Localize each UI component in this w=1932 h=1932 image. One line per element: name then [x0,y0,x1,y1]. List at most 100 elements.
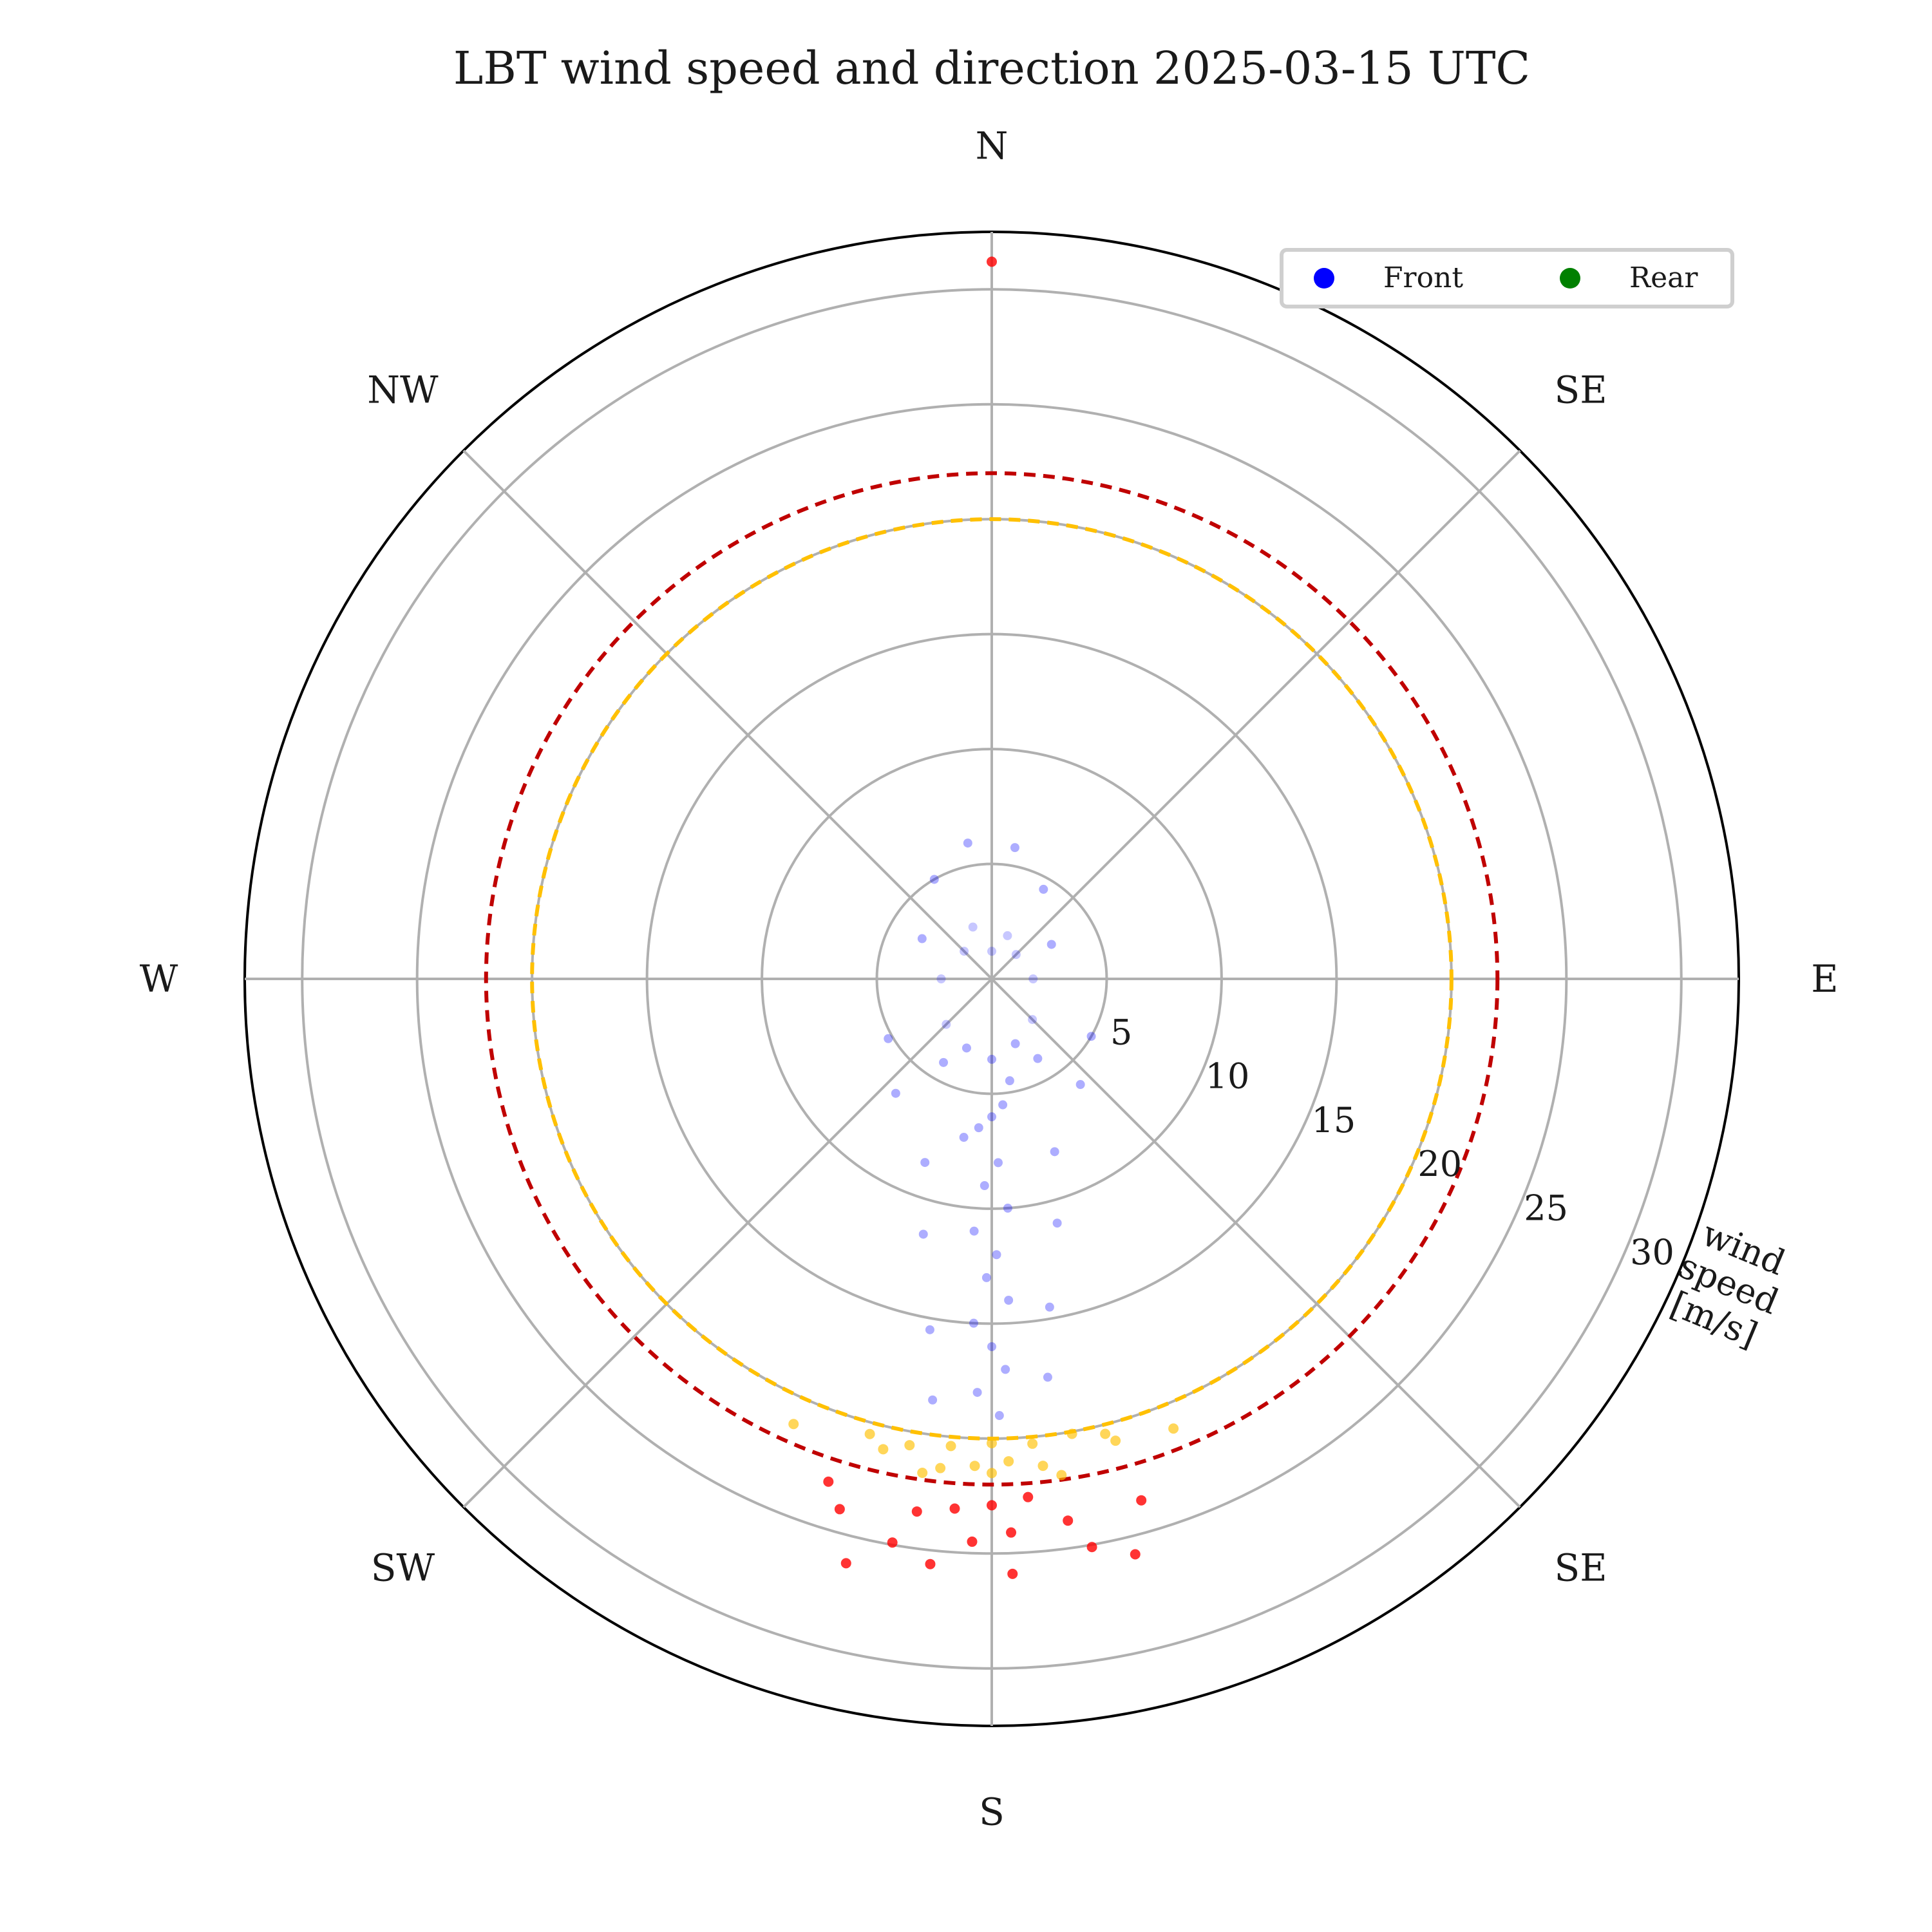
scatter-point-2-14 [1130,1549,1141,1560]
r-tick-label-5: 5 [1110,1012,1132,1052]
scatter-point-0-30 [939,1057,949,1067]
scatter-point-2-15 [840,1558,851,1569]
scatter-point-0-15 [974,1123,983,1133]
scatter-point-0-44 [917,934,927,943]
scatter-point-0-25 [987,1342,996,1352]
scatter-point-0-43 [1046,940,1056,949]
direction-label-1: SE [1555,368,1607,412]
scatter-point-1-12 [1056,1470,1067,1481]
scatter-point-0-27 [972,1388,982,1397]
scatter-point-2-9 [1086,1542,1097,1553]
scatter-point-2-4 [911,1506,922,1517]
scatter-point-1-10 [1037,1461,1048,1472]
scatter-point-0-34 [920,1158,930,1168]
r-tick-label-25: 25 [1524,1188,1568,1228]
legend-label-rear: Rear [1629,261,1698,294]
legend-marker-front [1314,268,1334,289]
chart-title: LBT wind speed and direction 2025-03-15 … [453,42,1530,95]
grid-spoke-5 [462,978,993,1508]
scatter-point-2-6 [1006,1527,1017,1538]
scatter-point-2-7 [967,1536,978,1547]
scatter-point-0-33 [1050,1147,1059,1157]
scatter-point-2-5 [1063,1515,1074,1526]
direction-label-6: W [140,957,178,1001]
r-tick-label-15: 15 [1312,1100,1356,1141]
scatter-point-0-6 [987,1054,996,1064]
scatter-point-2-3 [949,1503,960,1514]
scatter-point-0-26 [1001,1365,1010,1374]
legend: Front Rear [1280,248,1734,308]
direction-label-0: N [976,124,1009,168]
scatter-point-1-0 [1066,1428,1077,1439]
scatter-point-0-41 [1086,1032,1096,1041]
grid-spoke-3 [990,978,1521,1508]
grid-spoke-1 [990,450,1521,980]
direction-label-2: E [1811,957,1838,1001]
direction-label-4: S [979,1790,1005,1833]
scatter-point-0-45 [1039,884,1048,894]
scatter-point-0-29 [1033,1054,1043,1063]
scatter-point-2-1 [1023,1492,1034,1502]
scatter-point-0-20 [969,1226,979,1236]
scatter-point-2-8 [887,1537,898,1548]
scatter-point-1-4 [904,1440,915,1451]
r-tick-label-10: 10 [1206,1056,1250,1097]
scatter-point-1-1 [1027,1438,1038,1449]
legend-box [1280,248,1734,308]
scatter-point-1-9 [935,1463,946,1473]
scatter-point-0-31 [1075,1080,1085,1090]
scatter-point-1-7 [1003,1456,1014,1467]
legend-label-front: Front [1383,261,1463,294]
scatter-point-0-32 [891,1088,900,1098]
scatter-point-0-22 [981,1273,991,1282]
scatter-point-0-1 [1003,931,1012,940]
scatter-point-0-46 [929,875,939,884]
scatter-point-0-10 [960,947,969,956]
r-tick-label-20: 20 [1417,1144,1462,1184]
scatter-point-1-13 [1168,1423,1179,1434]
scatter-point-1-2 [987,1437,997,1448]
scatter-point-0-24 [969,1318,978,1328]
scatter-point-2-0 [987,256,997,267]
scatter-point-1-5 [1110,1435,1121,1446]
legend-marker-rear [1560,268,1580,289]
scatter-point-0-2 [1011,950,1021,960]
scatter-point-0-8 [942,1019,951,1029]
scatter-point-0-17 [993,1158,1003,1168]
scatter-point-0-36 [918,1229,928,1239]
scatter-point-2-13 [823,1476,834,1487]
scatter-point-0-48 [963,838,972,848]
scatter-point-0-18 [980,1181,989,1191]
threshold-circle-1 [484,471,1500,1487]
scatter-point-2-11 [834,1504,845,1515]
scatter-point-2-10 [925,1558,936,1569]
r-tick-label-30: 30 [1630,1232,1674,1273]
scatter-point-0-40 [928,1395,938,1405]
scatter-point-0-3 [1028,974,1038,983]
scatter-point-1-6 [864,1428,875,1439]
scatter-point-1-14 [788,1419,799,1430]
scatter-point-2-16 [1007,1568,1018,1579]
scatter-point-0-28 [994,1411,1004,1421]
scatter-point-0-16 [959,1133,969,1142]
scatter-point-0-7 [961,1043,971,1053]
scatter-point-1-3 [945,1441,956,1452]
scatter-point-0-39 [1043,1372,1052,1382]
scatter-point-0-42 [884,1034,893,1043]
scatter-point-1-16 [878,1444,889,1455]
scatter-point-0-9 [936,974,946,983]
scatter-point-0-47 [1010,843,1019,853]
scatter-point-0-0 [987,947,996,956]
scatter-point-2-2 [987,1500,997,1511]
scatter-point-0-21 [992,1250,1001,1260]
grid-spoke-7 [462,450,993,980]
scatter-point-1-17 [987,1468,997,1479]
direction-label-5: SW [371,1546,435,1590]
scatter-point-0-5 [1010,1039,1020,1048]
direction-label-7: NW [367,368,439,412]
scatter-point-0-11 [968,922,978,932]
scatter-point-1-11 [917,1467,928,1478]
scatter-point-1-15 [1100,1428,1111,1439]
direction-label-3: SE [1555,1546,1607,1590]
